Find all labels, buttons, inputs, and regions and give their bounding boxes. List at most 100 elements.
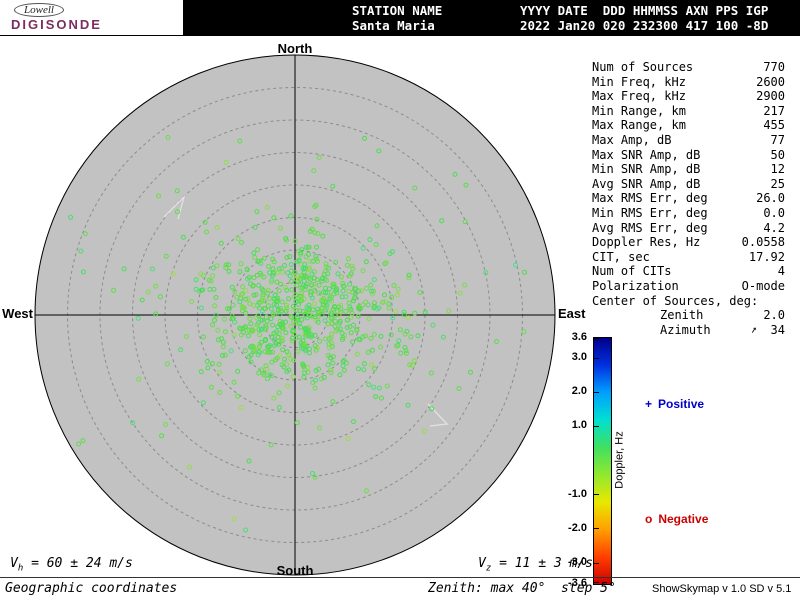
stat-label: Num of CITs	[592, 264, 672, 279]
source-point	[401, 309, 407, 315]
colorbar-axis-label: Doppler, Hz	[614, 431, 627, 489]
stat-label: Num of Sources	[592, 60, 694, 74]
source-point	[294, 259, 300, 265]
source-point	[231, 516, 237, 522]
source-point	[183, 334, 189, 339]
source-point	[330, 399, 336, 405]
source-point	[246, 274, 252, 280]
source-point	[360, 334, 366, 340]
source-point	[371, 331, 377, 337]
source-point	[279, 265, 285, 271]
source-point	[330, 183, 336, 189]
source-point	[242, 348, 248, 354]
source-point	[317, 338, 323, 344]
source-point	[440, 334, 446, 340]
stat-value: 17.92	[748, 249, 785, 264]
source-point	[297, 296, 303, 302]
source-point	[307, 313, 313, 319]
station-label: STATION NAME	[352, 3, 443, 18]
source-point	[231, 379, 237, 385]
source-point	[247, 301, 253, 307]
source-point	[265, 290, 271, 296]
source-point	[238, 332, 244, 338]
source-point	[295, 277, 301, 283]
source-point	[232, 319, 238, 325]
source-point	[348, 271, 354, 277]
source-point	[220, 344, 226, 350]
source-point	[282, 263, 287, 268]
source-point	[225, 306, 230, 312]
source-point	[111, 287, 117, 293]
stat-value: 4.2	[763, 220, 785, 235]
arrow-mark-icon	[163, 194, 186, 220]
source-point	[271, 312, 277, 317]
source-point	[298, 290, 304, 296]
source-point	[397, 327, 403, 333]
source-point	[370, 347, 375, 353]
source-point	[210, 265, 216, 271]
source-point	[296, 334, 302, 340]
stat-value: 2.0	[763, 308, 785, 323]
source-point	[266, 344, 272, 350]
source-point	[68, 214, 74, 220]
source-point	[361, 367, 367, 373]
stat-row: Azimuth ↑ 34	[592, 322, 785, 338]
source-point	[428, 370, 434, 376]
source-point	[303, 244, 309, 250]
source-point	[170, 271, 176, 277]
source-point	[315, 309, 321, 315]
stat-label: Min RMS Err, deg	[592, 205, 708, 220]
source-point	[306, 275, 312, 281]
stat-row: Zenith 2.0	[592, 308, 785, 323]
source-point	[280, 322, 286, 328]
source-point	[274, 355, 280, 361]
source-point	[390, 315, 396, 321]
source-point	[284, 287, 290, 293]
source-point	[355, 313, 361, 319]
source-point	[320, 233, 326, 239]
source-point	[331, 284, 337, 290]
source-point	[271, 395, 277, 401]
source-point	[229, 316, 235, 322]
source-point	[417, 290, 423, 295]
source-point	[277, 225, 283, 231]
source-point	[302, 287, 308, 292]
source-point	[256, 313, 262, 318]
source-point	[270, 322, 276, 328]
source-point	[267, 349, 273, 355]
source-point	[407, 362, 413, 368]
source-point	[78, 248, 84, 254]
source-point	[237, 138, 243, 144]
source-point	[340, 337, 345, 342]
source-point	[280, 347, 286, 353]
source-point	[255, 352, 261, 358]
source-point	[346, 300, 352, 306]
source-point	[330, 360, 336, 366]
source-point	[207, 286, 213, 292]
source-point	[351, 295, 357, 301]
source-point	[310, 471, 315, 476]
source-point	[325, 362, 331, 368]
source-point	[315, 314, 321, 320]
source-point	[521, 329, 527, 335]
stat-value: 77	[770, 132, 785, 147]
source-point	[239, 240, 245, 245]
source-point	[193, 286, 199, 292]
colorbar-tick-label: -1.0	[568, 487, 587, 500]
source-point	[349, 263, 355, 269]
source-point	[305, 266, 311, 272]
source-point	[214, 263, 220, 269]
source-point	[379, 395, 384, 401]
source-point	[243, 310, 249, 316]
source-point	[329, 344, 335, 350]
source-point	[415, 333, 421, 339]
doppler-colorbar	[593, 337, 612, 585]
zenith-range-note: Zenith: max 40° step 5°	[428, 581, 616, 596]
source-point	[341, 283, 346, 289]
source-point	[353, 290, 359, 296]
source-point	[315, 258, 320, 264]
stat-label: Zenith	[660, 308, 704, 323]
source-point	[295, 318, 301, 324]
source-point	[403, 350, 409, 356]
source-point	[313, 347, 319, 353]
